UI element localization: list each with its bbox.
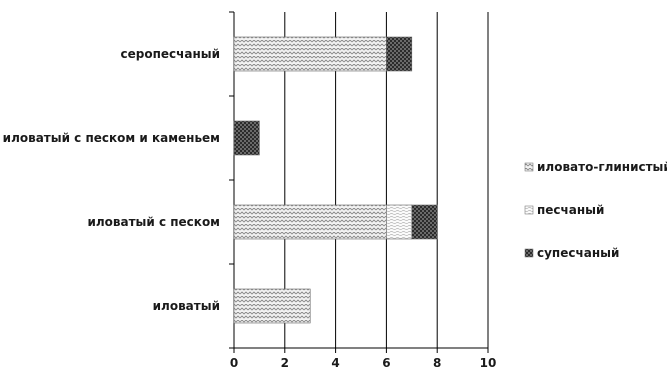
category-label-3: серопесчаный: [120, 47, 220, 61]
bar-1-series-1: [386, 204, 413, 240]
x-tick-label-0: 0: [230, 356, 238, 370]
legend-swatch-1: [524, 205, 534, 215]
bar-3-series-0: [233, 36, 387, 72]
x-tick-label-2: 4: [331, 356, 339, 370]
category-label-0: иловатый: [153, 299, 220, 313]
bar-3-series-2: [386, 36, 413, 72]
legend-label-2: супесчаный: [537, 246, 619, 260]
x-tick-label-4: 8: [433, 356, 441, 370]
legend-swatch-0: [524, 162, 534, 172]
legend-swatch-2: [524, 248, 534, 258]
category-label-1: иловатый с песком: [87, 215, 220, 229]
x-tick-label-1: 2: [281, 356, 289, 370]
legend-label-0: иловато-глинистый: [537, 160, 667, 174]
bar-1-series-2: [411, 204, 438, 240]
bar-0-series-0: [233, 288, 311, 324]
x-tick-label-3: 6: [382, 356, 390, 370]
bar-2-series-2: [233, 120, 260, 156]
category-label-2: иловатый с песком и каменьем: [3, 131, 220, 145]
bar-1-series-0: [233, 204, 387, 240]
x-tick-label-5: 10: [480, 356, 497, 370]
plot-area: 0 2 4 6 8 10 иловатый иловатый с песком иловатый…: [3, 11, 497, 370]
legend-label-1: песчаный: [537, 203, 604, 217]
legend: иловато-глинистый песчаный супесчаный: [524, 160, 667, 260]
